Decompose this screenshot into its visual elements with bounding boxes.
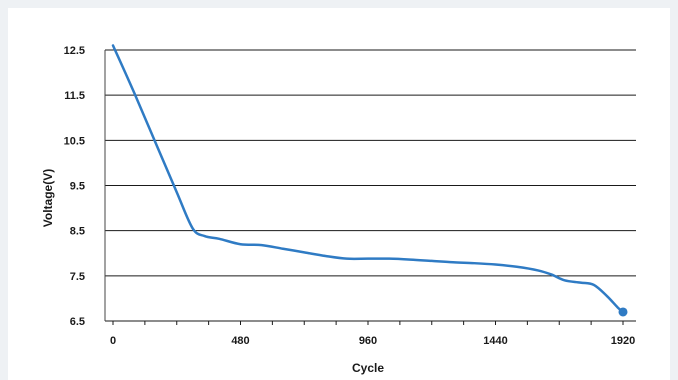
- y-tick-labels: 12.5 11.5 10.5 9.5 8.5 7.5 6.5: [64, 45, 85, 328]
- y-tick-label: 9.5: [70, 181, 85, 193]
- x-tick-label: 1920: [611, 335, 635, 347]
- series-layer: [111, 44, 628, 317]
- x-tick-label: 960: [359, 335, 377, 347]
- y-axis-title: Voltage(V): [41, 169, 55, 227]
- voltage-cycle-chart: 12.5 11.5 10.5 9.5 8.5 7.5 6.5 0 480 960 1440 1920…: [41, 44, 636, 375]
- axes: [104, 50, 624, 325]
- x-tick-labels: 0 480 960 1440 1920: [110, 335, 635, 347]
- x-tick-label: 0: [110, 335, 116, 347]
- y-tick-label: 12.5: [64, 45, 85, 57]
- x-tick-label: 480: [231, 335, 249, 347]
- chart-card: 12.5 11.5 10.5 9.5 8.5 7.5 6.5 0 480 960 1440 1920…: [8, 8, 670, 380]
- x-tick-label: 1440: [483, 335, 507, 347]
- y-tick-label: 7.5: [70, 271, 85, 283]
- y-tick-label: 8.5: [70, 226, 85, 238]
- y-tick-label: 11.5: [64, 90, 85, 102]
- y-tick-label: 10.5: [64, 135, 85, 147]
- voltage-series-line: [111, 44, 625, 314]
- end-point-marker: [618, 307, 628, 317]
- y-tick-label: 6.5: [70, 316, 85, 328]
- gridlines: [105, 49, 636, 322]
- x-axis-title: Cycle: [352, 361, 384, 375]
